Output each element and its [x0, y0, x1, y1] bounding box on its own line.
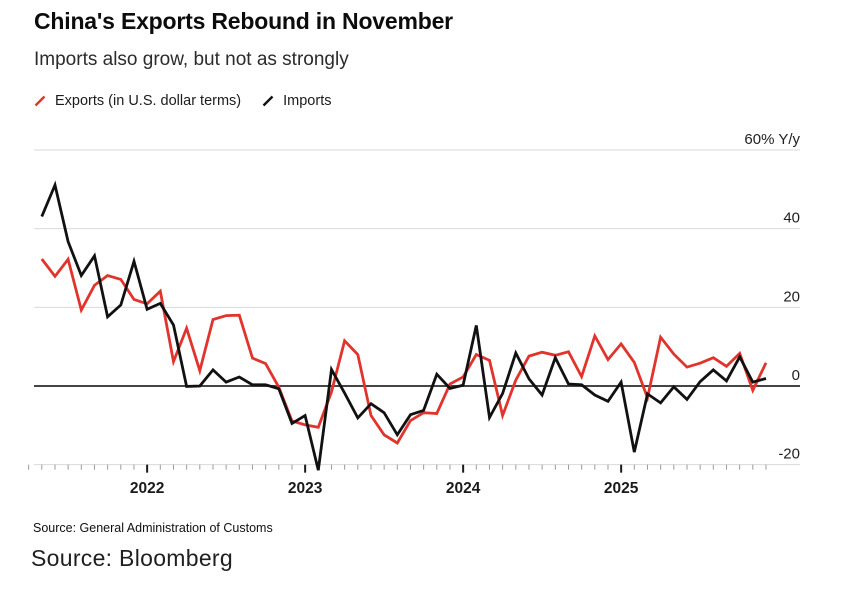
legend-label-exports: Exports (in U.S. dollar terms): [55, 93, 242, 109]
y-axis-label: 20: [783, 288, 800, 305]
source-attribution: Source: General Administration of Custom…: [33, 521, 273, 535]
chart-legend: Exports (in U.S. dollar terms) Imports: [33, 93, 331, 109]
x-axis-year-label: 2022: [130, 480, 164, 497]
y-axis-label: 60% Y/y: [744, 131, 800, 148]
chart-title: China's Exports Rebound in November: [34, 8, 453, 34]
y-axis-label: -20: [778, 446, 800, 463]
x-axis-year-label: 2024: [446, 480, 481, 497]
imports-line-icon: [261, 94, 275, 108]
series-line-exports: [40, 256, 768, 445]
legend-label-imports: Imports: [283, 93, 332, 109]
series-line-imports: [40, 180, 767, 471]
x-axis-year-label: 2023: [288, 480, 323, 497]
exports-line-icon: [33, 94, 47, 108]
legend-item-exports: Exports (in U.S. dollar terms): [33, 93, 241, 109]
y-axis-label: 40: [783, 210, 800, 227]
x-axis-year-label: 2025: [604, 480, 639, 497]
y-axis-label: 0: [792, 367, 800, 384]
bloomberg-credit: Source: Bloomberg: [31, 545, 233, 571]
legend-item-imports: Imports: [261, 93, 331, 109]
chart-subtitle: Imports also grow, but not as strongly: [34, 49, 349, 70]
